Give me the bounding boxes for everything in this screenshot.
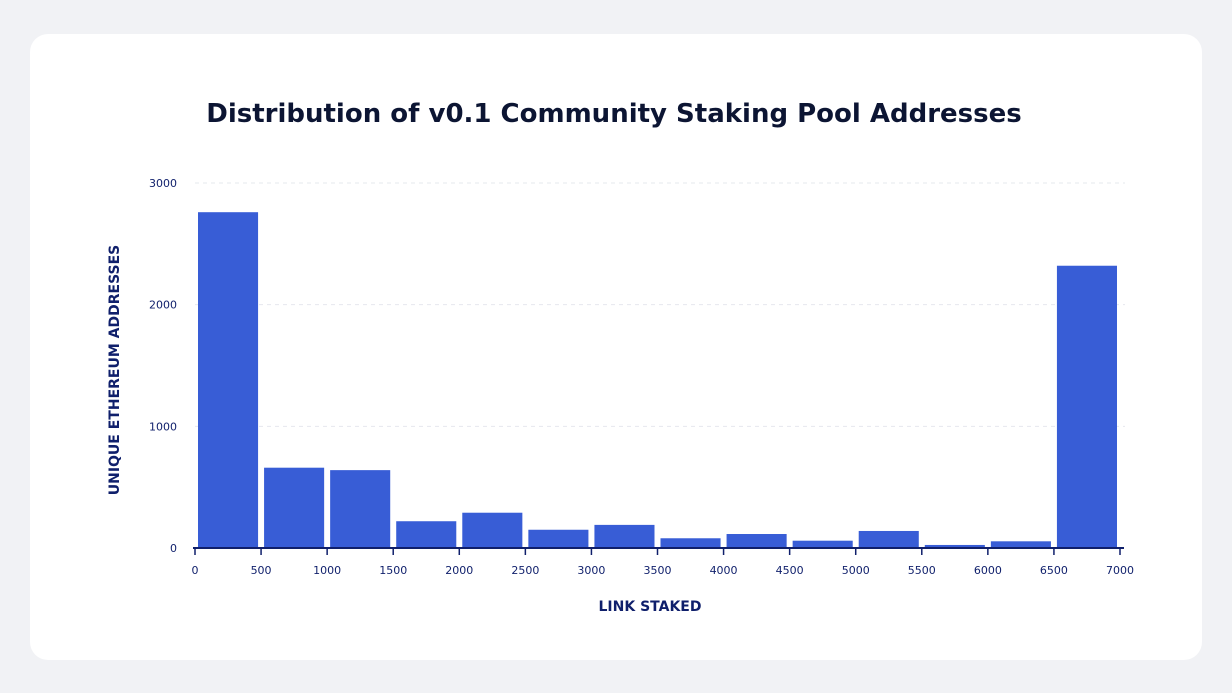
y-axis-label: UNIQUE ETHEREUM ADDRESSES <box>107 245 123 496</box>
x-tick-label: 2500 <box>511 564 539 577</box>
x-tick-label: 1500 <box>379 564 407 577</box>
histogram-bar <box>726 534 787 548</box>
histogram-bar <box>792 540 853 548</box>
x-tick-label: 500 <box>251 564 272 577</box>
x-tick-label: 0 <box>192 564 199 577</box>
x-tick-label: 4000 <box>710 564 738 577</box>
y-tick-label: 1000 <box>149 420 177 433</box>
x-axis-label: LINK STAKED <box>599 599 702 615</box>
y-tick-label: 2000 <box>149 299 177 312</box>
histogram-bar <box>594 524 655 548</box>
histogram-bar <box>264 467 325 548</box>
histogram-bar <box>1056 265 1117 548</box>
x-tick-label: 2000 <box>445 564 473 577</box>
histogram-bar <box>858 530 919 548</box>
histogram-bar <box>924 544 985 548</box>
histogram-bar <box>396 521 457 548</box>
x-tick-label: 6000 <box>974 564 1002 577</box>
bars <box>198 212 1117 548</box>
x-tick-label: 7000 <box>1106 564 1134 577</box>
x-tick-label: 1000 <box>313 564 341 577</box>
x-tick-label: 4500 <box>776 564 804 577</box>
y-tick-label: 3000 <box>149 177 177 190</box>
histogram-bar <box>330 470 391 548</box>
histogram-bar <box>528 529 589 548</box>
histogram-bar <box>462 512 523 548</box>
x-tick-label: 6500 <box>1040 564 1068 577</box>
x-tick-label: 5500 <box>908 564 936 577</box>
histogram-bar <box>990 541 1051 548</box>
x-tick-label: 3500 <box>644 564 672 577</box>
gridlines <box>195 182 1125 427</box>
chart-title: Distribution of v0.1 Community Staking P… <box>206 99 1021 129</box>
y-tick-label: 0 <box>170 542 177 555</box>
histogram-bar <box>198 212 259 548</box>
x-tick-label: 3000 <box>577 564 605 577</box>
axes: 0 1000 2000 3000 0 500 1000 1500 2000 2500 3000 350… <box>149 177 1134 577</box>
histogram-bar <box>660 538 721 548</box>
x-tick-label: 5000 <box>842 564 870 577</box>
